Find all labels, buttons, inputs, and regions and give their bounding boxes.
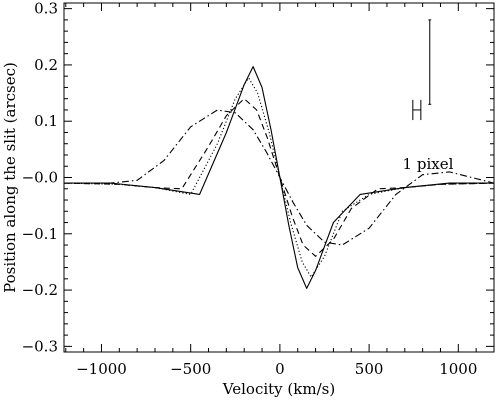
series-line-dashdot (64, 109, 495, 246)
y-tick-label: 0.3 (34, 0, 58, 18)
x-tick-label: −500 (170, 360, 211, 378)
y-tick-label: −0.2 (22, 281, 58, 299)
y-axis-label: Position along the slit (arcsec) (1, 62, 19, 293)
y-tick-label: 0.1 (34, 112, 58, 130)
y-tick-label: −0.1 (22, 225, 58, 243)
x-tick-label: 0 (275, 360, 285, 378)
series-lines (63, 66, 495, 289)
y-tick-label: −0.3 (22, 337, 58, 355)
plot-frame (63, 2, 495, 353)
series-line-dotted (63, 77, 495, 278)
x-axis-label: Velocity (km/s) (222, 380, 335, 398)
series-line-dashed (63, 98, 495, 257)
x-tick-label: −1000 (76, 360, 127, 378)
tick-labels: −1000 −500 0 500 1000 −0.3 −0.2 −0.1 −0.0 0.1 0.2 0… (22, 0, 478, 378)
x-tick-label: 500 (355, 360, 384, 378)
y-tick-label: 0.2 (34, 56, 58, 74)
error-bar-annotations (412, 19, 432, 121)
tick-marks (64, 3, 495, 352)
y-tick-label: −0.0 (22, 169, 58, 187)
one-pixel-annotation: 1 pixel (403, 155, 454, 173)
x-tick-label: 1000 (439, 360, 477, 378)
